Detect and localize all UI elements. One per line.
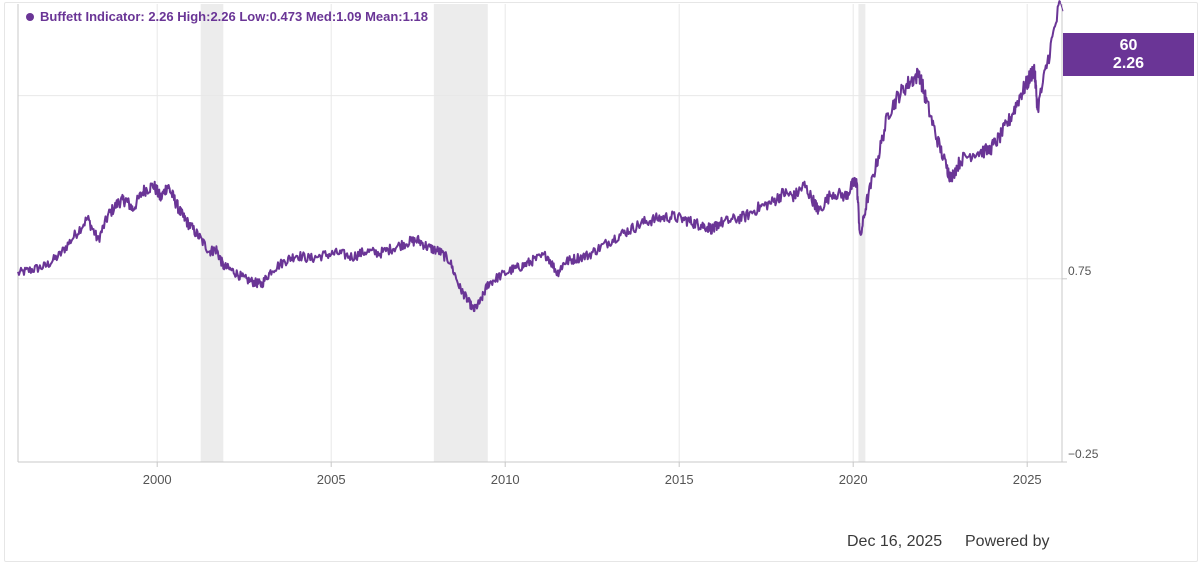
grid — [18, 4, 1062, 463]
legend-marker-icon — [26, 12, 34, 21]
axes — [17, 4, 1067, 467]
y-tick-label: −0.25 — [1068, 447, 1099, 461]
last-value-flag: 60 2.26 — [1063, 33, 1194, 76]
x-tick-label: 2005 — [317, 472, 346, 487]
series-layer — [17, 0, 1064, 313]
x-tick-label: 2015 — [665, 472, 694, 487]
x-tick-label: 2010 — [491, 472, 520, 487]
tick-labels: 2000 2005 2010 2015 2020 2025 0.75 −0.25 — [143, 264, 1099, 487]
x-tick-label: 2025 — [1013, 472, 1042, 487]
recession-bands — [200, 4, 866, 462]
x-tick-label: 2020 — [839, 472, 868, 487]
x-tick-label: 2000 — [143, 472, 172, 487]
recession-band — [433, 4, 488, 462]
flag-top-value: 60 — [1119, 37, 1138, 54]
recession-band — [200, 4, 224, 462]
legend[interactable]: Buffett Indicator: 2.26 High:2.26 Low:0.… — [26, 9, 428, 24]
legend-text: Buffett Indicator: 2.26 High:2.26 Low:0.… — [40, 9, 428, 24]
flag-connector — [1059, 2, 1064, 12]
series-line-buffett-indicator — [17, 0, 1062, 313]
y-tick-label: 0.75 — [1068, 264, 1092, 278]
flag-bottom-value: 2.26 — [1112, 55, 1145, 72]
footer-date: Dec 16, 2025 — [847, 533, 943, 550]
footer-powered-by[interactable]: Powered by — [965, 533, 1050, 550]
